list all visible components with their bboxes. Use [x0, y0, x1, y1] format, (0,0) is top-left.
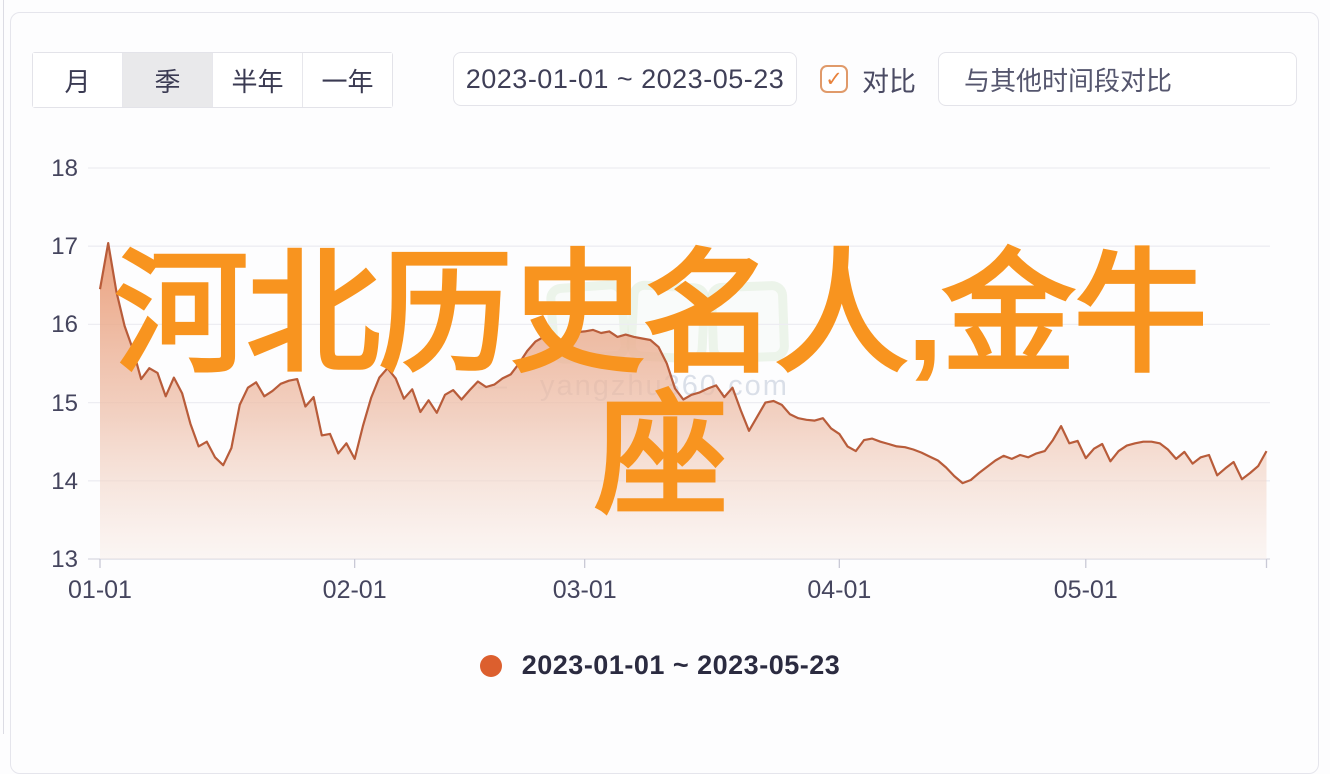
- compare-control: ✓ 对比: [820, 52, 916, 106]
- window-left-edge: [3, 0, 4, 734]
- legend-series-label: 2023-01-01 ~ 2023-05-23: [521, 650, 841, 680]
- x-axis-tick-label: 01-01: [68, 576, 132, 604]
- tab-month[interactable]: 月: [33, 53, 123, 107]
- y-axis-tick-label: 15: [51, 389, 78, 417]
- tab-year[interactable]: 一年: [303, 53, 392, 107]
- check-icon: ✓: [825, 67, 843, 91]
- y-axis-tick-label: 14: [51, 467, 78, 495]
- date-range-input[interactable]: 2023-01-01 ~ 2023-05-23: [453, 52, 797, 106]
- legend-series-dot: [479, 654, 502, 677]
- x-axis-tick-label: 04-01: [807, 576, 872, 604]
- compare-period-input[interactable]: 与其他时间段对比: [938, 52, 1297, 106]
- y-axis-tick-label: 17: [51, 233, 78, 261]
- x-axis-tick-label: 05-01: [1053, 576, 1118, 604]
- compare-checkbox[interactable]: ✓: [820, 65, 848, 93]
- compare-checkbox-label[interactable]: 对比: [862, 66, 916, 97]
- chart-legend[interactable]: 2023-01-01 ~ 2023-05-23: [10, 650, 1310, 681]
- period-tab-group: 月 季 半年 一年: [32, 52, 393, 108]
- y-axis-tick-label: 18: [51, 155, 78, 182]
- series-line: [98, 242, 1268, 485]
- x-axis-tick-label: 02-01: [322, 576, 387, 604]
- x-axis-tick-label: 03-01: [552, 576, 617, 604]
- series-area-fill: [100, 243, 1267, 559]
- axis-ticks: [99, 559, 1268, 568]
- tab-quarter[interactable]: 季: [123, 53, 213, 107]
- y-axis-tick-label: 13: [51, 546, 78, 573]
- tab-half-year[interactable]: 半年: [213, 53, 303, 107]
- price-area-chart[interactable]: [0, 0, 1330, 734]
- y-axis-tick-label: 16: [51, 311, 78, 339]
